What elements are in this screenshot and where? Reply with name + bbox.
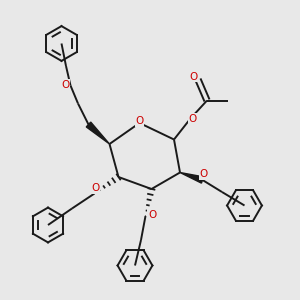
Polygon shape (180, 172, 203, 183)
Text: O: O (148, 209, 156, 220)
Text: O: O (189, 113, 197, 124)
Text: O: O (91, 183, 99, 193)
Polygon shape (86, 122, 110, 144)
Text: O: O (189, 71, 198, 82)
Text: O: O (135, 116, 144, 127)
Text: O: O (200, 169, 208, 179)
Text: O: O (61, 80, 69, 90)
